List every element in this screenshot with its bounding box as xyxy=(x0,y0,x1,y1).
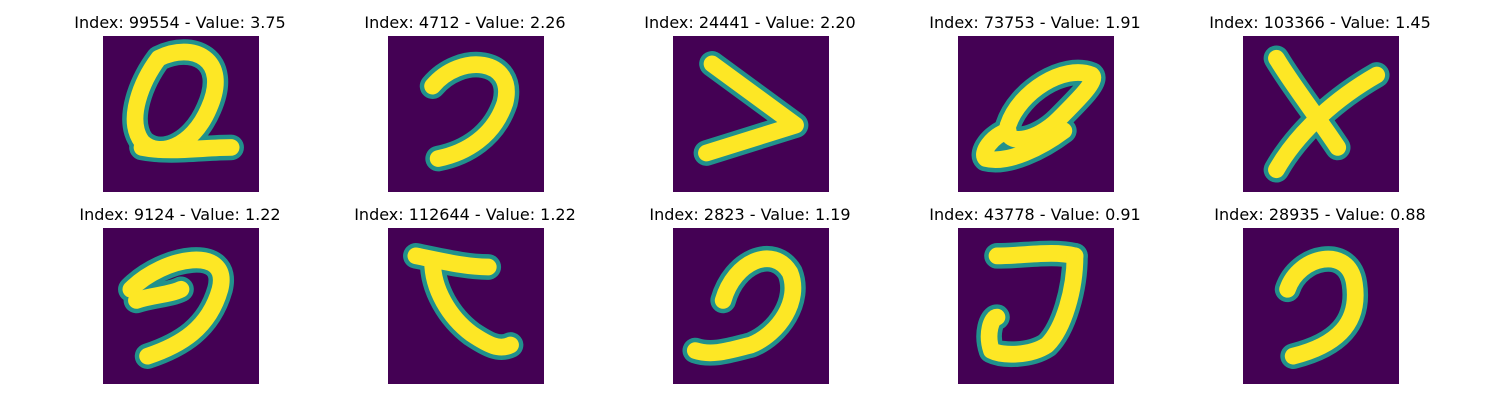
panel-7: Index: 112644 - Value: 1.22 xyxy=(350,205,580,385)
panel-2: Index: 4712 - Value: 2.26 xyxy=(350,13,580,193)
panel-9: Index: 43778 - Value: 0.91 xyxy=(920,205,1150,385)
panel-title: Index: 28935 - Value: 0.88 xyxy=(1214,205,1426,224)
hook-glyph xyxy=(103,228,259,384)
panel-1: Index: 99554 - Value: 3.75 xyxy=(65,13,295,193)
panel-3: Index: 24441 - Value: 2.20 xyxy=(635,13,865,193)
panel-title: Index: 112644 - Value: 1.22 xyxy=(354,205,576,224)
letter-j-glyph xyxy=(958,228,1114,384)
panel-6: Index: 9124 - Value: 1.22 xyxy=(65,205,295,385)
panel-title: Index: 4712 - Value: 2.26 xyxy=(364,13,566,32)
panel-10: Index: 28935 - Value: 0.88 xyxy=(1205,205,1435,385)
panel-title: Index: 73753 - Value: 1.91 xyxy=(929,13,1141,32)
panel-title: Index: 99554 - Value: 3.75 xyxy=(74,13,286,32)
panel-title: Index: 9124 - Value: 1.22 xyxy=(79,205,281,224)
panel-5: Index: 103366 - Value: 1.45 xyxy=(1205,13,1435,193)
hook-glyph xyxy=(1243,228,1399,384)
greater-than-glyph xyxy=(673,36,829,192)
letter-q-glyph xyxy=(103,36,259,192)
letter-c-glyph xyxy=(388,228,544,384)
panel-4: Index: 73753 - Value: 1.91 xyxy=(920,13,1150,193)
panel-title: Index: 24441 - Value: 2.20 xyxy=(644,13,856,32)
panel-title: Index: 43778 - Value: 0.91 xyxy=(929,205,1141,224)
hook-glyph xyxy=(388,36,544,192)
letter-x-glyph xyxy=(1243,36,1399,192)
panel-title: Index: 103366 - Value: 1.45 xyxy=(1209,13,1431,32)
hook-glyph xyxy=(673,228,829,384)
slanted-loop-glyph xyxy=(958,36,1114,192)
panel-8: Index: 2823 - Value: 1.19 xyxy=(635,205,865,385)
panel-title: Index: 2823 - Value: 1.19 xyxy=(649,205,851,224)
